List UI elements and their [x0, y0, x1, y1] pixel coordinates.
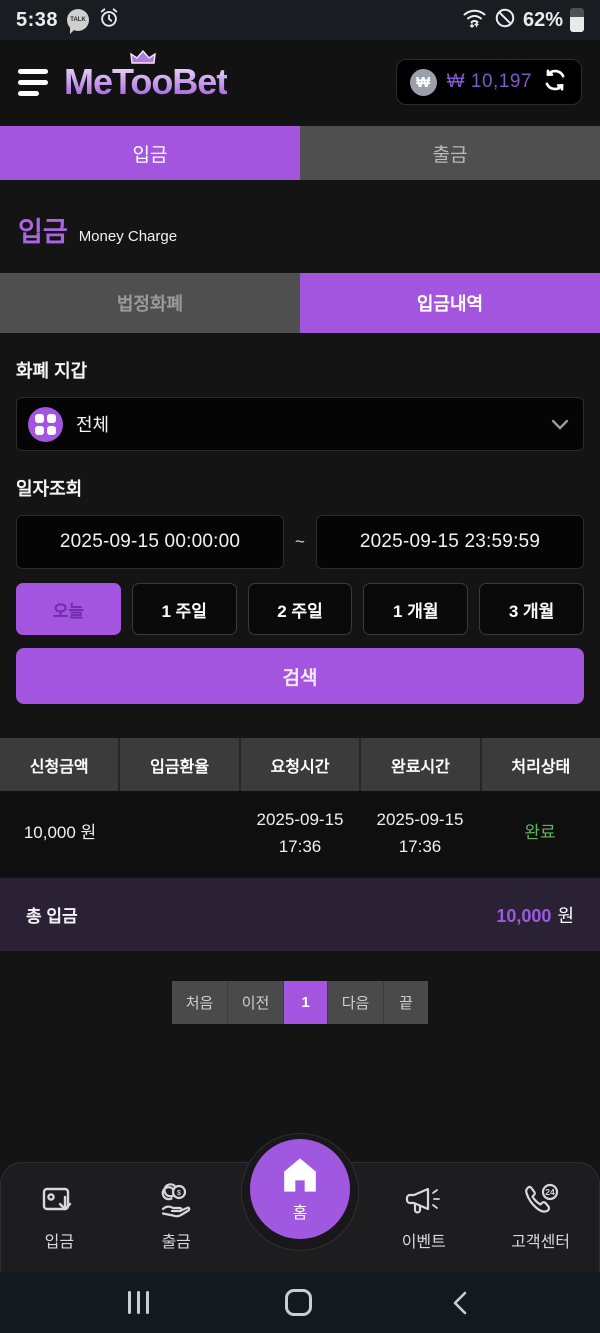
- search-button[interactable]: 검색: [16, 648, 584, 704]
- android-home-button[interactable]: [285, 1289, 312, 1316]
- total-amount: 10,000 원: [496, 905, 574, 926]
- page-title: 입금 Money Charge: [18, 210, 582, 249]
- chevron-down-icon: [551, 419, 569, 430]
- tab-deposit-history[interactable]: 입금내역: [300, 273, 600, 333]
- kakaotalk-notification-icon: TALK: [67, 9, 90, 34]
- wifi-icon: [462, 7, 487, 34]
- page-title-korean: 입금: [18, 217, 68, 247]
- quick-1week-button[interactable]: 1 주일: [131, 583, 237, 635]
- date-range-row: 2025-09-15 00:00:00 ~ 2025-09-15 23:59:5…: [16, 515, 584, 569]
- header-request-time: 요청시간: [238, 738, 359, 791]
- date-range-separator: ~: [295, 532, 305, 551]
- logo-text: MeTooBet: [64, 61, 228, 102]
- pagination-last-button[interactable]: 끝: [384, 981, 428, 1024]
- deposit-subtabs: 법정화폐 입금내역: [0, 273, 600, 333]
- do-not-disturb-icon: [494, 7, 516, 34]
- crown-icon: [130, 49, 156, 70]
- balance-display[interactable]: ₩ ₩ 10,197: [395, 59, 582, 105]
- deposit-history-table: 신청금액 입금환율 요청시간 완료시간 처리상태 10,000 원 2025-0…: [0, 738, 600, 951]
- nav-support[interactable]: 24 고객센터: [493, 1183, 589, 1252]
- svg-text:24: 24: [545, 1187, 555, 1197]
- wallet-deposit-icon: [43, 1187, 72, 1211]
- status-badge: 완료: [524, 823, 556, 843]
- svg-text:$: $: [177, 1190, 181, 1197]
- status-bar: 5:38 TALK 62%: [0, 0, 600, 40]
- megaphone-icon: [405, 1187, 440, 1214]
- clock-time: 5:38: [16, 8, 59, 31]
- cell-amount: 10,000 원: [23, 823, 97, 843]
- home-icon: [284, 1157, 316, 1192]
- nav-home[interactable]: 홈: [250, 1139, 350, 1239]
- date-from-input[interactable]: 2025-09-15 00:00:00: [16, 515, 285, 569]
- refresh-balance-icon[interactable]: [542, 67, 568, 98]
- header-amount: 신청금액: [29, 758, 89, 776]
- back-button[interactable]: [448, 1290, 472, 1316]
- quick-1month-button[interactable]: 1 개월: [363, 583, 469, 635]
- table-row: 10,000 원 2025-09-15 17:36 2025-09-15 17:…: [0, 791, 600, 876]
- battery-percentage: 62%: [522, 8, 563, 31]
- tab-withdraw[interactable]: 출금: [300, 126, 600, 180]
- battery-icon: [570, 8, 584, 32]
- header-complete-time: 완료시간: [359, 738, 479, 791]
- tab-deposit[interactable]: 입금: [0, 126, 300, 180]
- cell-request-time: 2025-09-15 17:36: [256, 810, 344, 856]
- pagination-next-button[interactable]: 다음: [328, 981, 384, 1024]
- quick-range-buttons: 오늘 1 주일 2 주일 1 개월 3 개월: [16, 583, 584, 635]
- pagination-page-1-button[interactable]: 1: [284, 981, 328, 1024]
- wallet-selected-value: 전체: [76, 415, 110, 435]
- wallet-select[interactable]: 전체: [16, 397, 584, 451]
- page-title-english: Money Charge: [78, 228, 178, 245]
- date-to-input[interactable]: 2025-09-15 23:59:59: [315, 515, 584, 569]
- pagination-first-button[interactable]: 처음: [172, 981, 228, 1024]
- table-header-row: 신청금액 입금환율 요청시간 완료시간 처리상태: [0, 738, 600, 791]
- menu-button[interactable]: [18, 68, 48, 96]
- quick-today-button[interactable]: 오늘: [16, 583, 121, 635]
- nav-deposit[interactable]: 입금: [11, 1183, 107, 1252]
- quick-2week-button[interactable]: 2 주일: [247, 583, 353, 635]
- recents-button[interactable]: [128, 1291, 149, 1314]
- balance-amount: ₩ 10,197: [446, 71, 532, 92]
- cell-complete-time: 2025-09-15 17:36: [376, 810, 464, 856]
- coins-hand-icon: $: [161, 1183, 191, 1218]
- header-status: 처리상태: [479, 738, 600, 791]
- pagination: 처음 이전 1 다음 끝: [0, 981, 600, 1024]
- tab-fiat-currency[interactable]: 법정화폐: [0, 273, 300, 333]
- support-24h-phone-icon: 24: [524, 1183, 558, 1213]
- quick-3month-button[interactable]: 3 개월: [479, 583, 584, 635]
- alarm-clock-icon: [98, 7, 120, 34]
- app-header: MeTooBet ₩ ₩ 10,197: [0, 40, 600, 124]
- won-coin-icon: ₩: [409, 68, 437, 96]
- header-rate: 입금환율: [118, 738, 238, 791]
- android-navigation-bar: [0, 1272, 600, 1333]
- date-filter-label: 일자조회: [16, 479, 83, 499]
- nav-withdraw[interactable]: $ 출금: [128, 1183, 224, 1252]
- cell-status: 완료: [480, 820, 600, 846]
- bottom-navigation: 입금 $ 출금 홈 이벤트 24 고객센터: [0, 1133, 600, 1272]
- deposit-withdraw-tabs: 입금 출금: [0, 126, 600, 180]
- total-label: 총 입금: [26, 907, 78, 926]
- total-deposit-row: 총 입금 10,000 원: [0, 878, 600, 951]
- wallet-label: 화폐 지갑: [16, 361, 88, 381]
- pagination-prev-button[interactable]: 이전: [228, 981, 284, 1024]
- nav-event[interactable]: 이벤트: [376, 1183, 472, 1252]
- metoobet-logo[interactable]: MeTooBet: [64, 49, 228, 103]
- all-wallets-icon: [28, 406, 63, 442]
